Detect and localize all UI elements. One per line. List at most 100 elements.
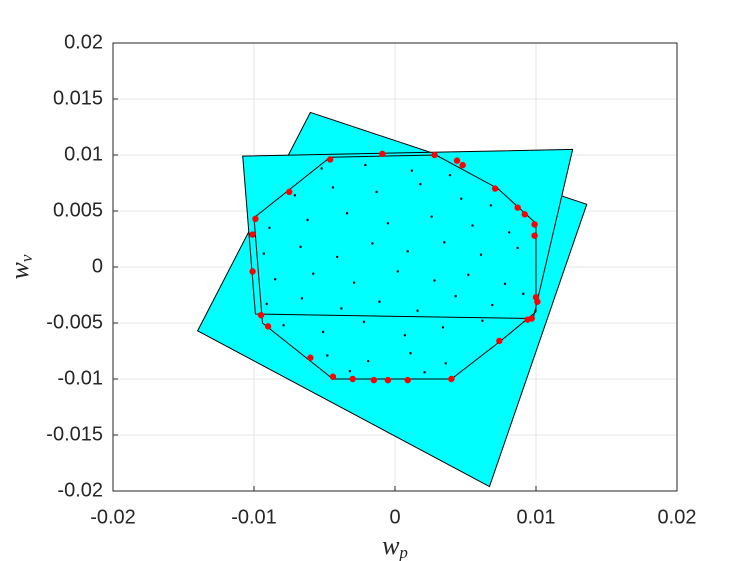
point <box>441 326 445 329</box>
point <box>459 161 466 169</box>
point <box>349 375 356 383</box>
point <box>491 303 494 307</box>
point <box>268 226 271 229</box>
point <box>496 337 503 345</box>
point <box>307 354 314 361</box>
y-tick-label: -0.02 <box>57 479 103 501</box>
x-tick-label: -0.02 <box>90 506 136 528</box>
point <box>514 204 521 211</box>
point <box>531 221 538 228</box>
point <box>403 334 407 337</box>
point <box>348 369 352 373</box>
point <box>423 371 426 374</box>
point <box>286 188 293 196</box>
point <box>491 185 499 192</box>
point <box>249 268 256 275</box>
point <box>531 232 538 239</box>
point <box>481 319 484 322</box>
point <box>384 376 392 384</box>
x-tick-label: 0 <box>389 506 400 528</box>
x-tick-label: -0.01 <box>231 506 277 528</box>
point <box>386 222 390 225</box>
point <box>362 320 366 324</box>
x-tick-label: 0.02 <box>658 506 697 528</box>
point <box>448 375 455 383</box>
point <box>378 300 381 303</box>
y-tick-label: -0.005 <box>46 311 103 333</box>
point <box>409 352 412 355</box>
point <box>326 354 329 357</box>
point <box>370 376 378 384</box>
point <box>371 242 374 245</box>
y-axis-label: wv <box>5 254 36 279</box>
y-label-sub: v <box>17 254 36 262</box>
point <box>410 169 414 172</box>
point <box>460 197 463 200</box>
point <box>479 253 483 256</box>
point <box>335 255 339 259</box>
point <box>265 302 268 306</box>
point <box>404 376 411 384</box>
point <box>364 163 367 167</box>
point <box>249 231 256 238</box>
x-tick-label: 0.01 <box>517 506 556 528</box>
point <box>416 309 419 312</box>
y-tick-label: -0.01 <box>57 367 103 389</box>
y-tick-label: 0.015 <box>53 87 103 109</box>
point <box>352 281 356 284</box>
y-tick-label: 0.02 <box>64 31 103 53</box>
point <box>282 324 285 327</box>
point <box>448 173 452 177</box>
point <box>406 250 409 253</box>
y-label-base: w <box>5 261 34 279</box>
point <box>379 150 386 158</box>
point <box>273 278 277 281</box>
y-tick-label: 0.01 <box>64 143 103 165</box>
point <box>430 215 433 218</box>
point <box>453 157 461 164</box>
point <box>375 190 378 194</box>
point <box>454 294 457 298</box>
point <box>252 215 259 223</box>
point <box>467 273 470 277</box>
point <box>320 167 323 170</box>
point <box>331 186 335 189</box>
x-label-sub: p <box>398 543 408 561</box>
point <box>516 246 519 250</box>
point <box>306 218 309 222</box>
point <box>367 359 370 363</box>
point <box>522 292 525 296</box>
axes: -0.02 -0.01 0 0.01 0.02 -0.02 -0.015 -0.01 -0.00… <box>46 31 696 528</box>
marks <box>196 111 588 488</box>
point <box>431 151 438 159</box>
point <box>433 279 436 282</box>
point <box>444 362 447 365</box>
point <box>300 297 304 300</box>
point <box>443 241 446 244</box>
point <box>396 270 400 273</box>
x-axis-label: wp <box>382 531 408 561</box>
point <box>340 307 343 310</box>
point <box>503 282 507 285</box>
point <box>293 194 297 197</box>
point <box>312 272 315 275</box>
point <box>257 311 265 319</box>
y-tick-label: -0.015 <box>46 423 103 445</box>
point <box>524 316 531 323</box>
y-tick-label: 0 <box>92 255 103 277</box>
point <box>489 204 493 207</box>
point <box>299 245 302 249</box>
point <box>521 211 528 218</box>
point <box>419 182 422 186</box>
x-label-base: w <box>382 531 400 560</box>
axes-frame <box>112 42 678 492</box>
point <box>326 156 334 163</box>
point <box>264 323 272 330</box>
point <box>508 231 511 234</box>
point <box>471 224 474 227</box>
point <box>262 252 266 255</box>
point <box>321 330 325 334</box>
y-tick-label: 0.005 <box>53 199 103 221</box>
point <box>329 373 337 380</box>
